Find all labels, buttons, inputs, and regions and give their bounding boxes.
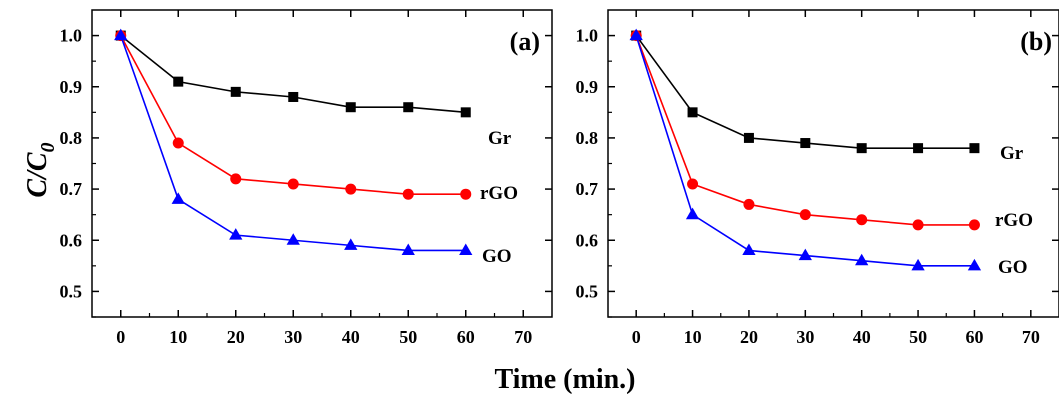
series-gr: Gr xyxy=(631,30,1024,164)
data-point-rgo xyxy=(968,219,980,231)
y-axis-title: C/C0 xyxy=(22,142,59,197)
data-point-go xyxy=(229,228,243,240)
data-point-rgo xyxy=(912,219,924,231)
x-tick-label: 60 xyxy=(965,327,983,347)
x-tick-label: 50 xyxy=(399,327,417,347)
data-point-go xyxy=(171,192,185,204)
series-label-gr: Gr xyxy=(1000,143,1024,164)
x-tick-label: 20 xyxy=(227,327,245,347)
x-tick-label: 20 xyxy=(740,327,758,347)
data-point-go xyxy=(401,243,415,256)
data-point-go xyxy=(344,238,358,250)
data-point-gr xyxy=(345,102,356,113)
data-point-gr xyxy=(288,91,299,102)
x-tick-label: 70 xyxy=(1022,327,1040,347)
x-tick-label: 30 xyxy=(284,327,302,347)
data-point-gr xyxy=(403,102,414,113)
series-label-go: GO xyxy=(482,246,512,267)
data-point-gr xyxy=(800,138,811,149)
y-tick-label: 0.8 xyxy=(60,128,83,148)
data-point-go xyxy=(629,28,643,41)
data-point-go xyxy=(459,243,473,256)
series-go: GO xyxy=(114,28,512,267)
series-line-go xyxy=(119,35,466,252)
data-point-go xyxy=(911,258,925,271)
panel-label: (b) xyxy=(1020,27,1052,56)
y-tick-label: 0.6 xyxy=(60,230,83,250)
series-gr: Gr xyxy=(115,30,512,149)
y-tick-label: 0.7 xyxy=(60,179,83,199)
y-tick-label: 0.7 xyxy=(576,179,599,199)
data-point-rgo xyxy=(172,137,184,149)
y-tick-label: 0.9 xyxy=(60,77,83,97)
data-point-go xyxy=(685,207,700,220)
data-point-gr xyxy=(230,86,241,97)
x-tick-label: 60 xyxy=(457,327,475,347)
x-tick-label: 10 xyxy=(684,327,702,347)
data-point-rgo xyxy=(230,173,242,185)
x-axis-title: Time (min.) xyxy=(494,364,635,394)
series-go: GO xyxy=(629,28,1028,278)
data-point-go xyxy=(114,28,128,41)
series-rgo: rGO xyxy=(115,30,518,204)
x-tick-label: 40 xyxy=(853,327,871,347)
data-point-go xyxy=(742,243,756,256)
data-point-gr xyxy=(687,107,698,118)
data-point-go xyxy=(855,253,869,266)
data-point-go xyxy=(967,258,982,271)
panel-label: (a) xyxy=(510,27,540,56)
x-tick-label: 0 xyxy=(632,327,641,347)
data-point-rgo xyxy=(287,178,299,190)
data-point-gr xyxy=(969,143,980,154)
panel-b: 0 10 20 30 40 50 60 70 0.5 0.6 0.7 0.8 0.9 1.0 Gr rGO GO… xyxy=(576,9,1059,347)
series-line-go xyxy=(635,35,975,267)
y-tick-label: 0.8 xyxy=(576,128,599,148)
data-point-rgo xyxy=(460,188,472,200)
y-axis-title-main: C/C xyxy=(22,152,53,197)
data-point-gr xyxy=(173,76,184,87)
x-tick-label: 40 xyxy=(342,327,360,347)
series-rgo: rGO xyxy=(630,30,1033,231)
y-tick-label: 0.5 xyxy=(60,281,83,301)
y-tick-label: 0.9 xyxy=(576,77,599,97)
data-point-rgo xyxy=(402,188,414,200)
data-point-rgo xyxy=(345,183,357,195)
data-point-rgo xyxy=(743,198,755,210)
series-label-rgo: rGO xyxy=(995,210,1033,231)
data-point-gr xyxy=(856,143,867,154)
x-tick-label: 10 xyxy=(169,327,187,347)
y-tick-label: 0.5 xyxy=(576,281,599,301)
plot-frame xyxy=(91,9,553,318)
series-line-rgo xyxy=(120,35,466,195)
y-axis-title-subscript: 0 xyxy=(37,142,59,152)
data-point-gr xyxy=(743,132,754,143)
x-tick-label: 50 xyxy=(909,327,927,347)
series-label-gr: Gr xyxy=(488,128,512,149)
y-tick-label: 1.0 xyxy=(576,26,599,46)
y-tick-label: 1.0 xyxy=(60,26,83,46)
data-point-rgo xyxy=(856,214,868,226)
series-line-gr xyxy=(635,35,975,149)
x-tick-label: 70 xyxy=(514,327,532,347)
y-tick-label: 0.6 xyxy=(576,230,599,250)
x-tick-label: 30 xyxy=(796,327,814,347)
data-point-rgo xyxy=(687,178,699,190)
data-point-gr xyxy=(460,107,471,118)
data-point-rgo xyxy=(799,209,811,221)
series-label-go: GO xyxy=(998,257,1028,278)
x-tick-label: 0 xyxy=(116,327,125,347)
data-point-gr xyxy=(913,143,924,154)
data-point-go xyxy=(286,233,300,245)
panel-a: 0 10 20 30 40 50 60 70 0.5 0.6 0.7 0.8 0.9 1.0 Gr rGO GO… xyxy=(60,9,553,347)
data-point-go xyxy=(798,248,812,261)
series-label-rgo: rGO xyxy=(480,183,518,204)
